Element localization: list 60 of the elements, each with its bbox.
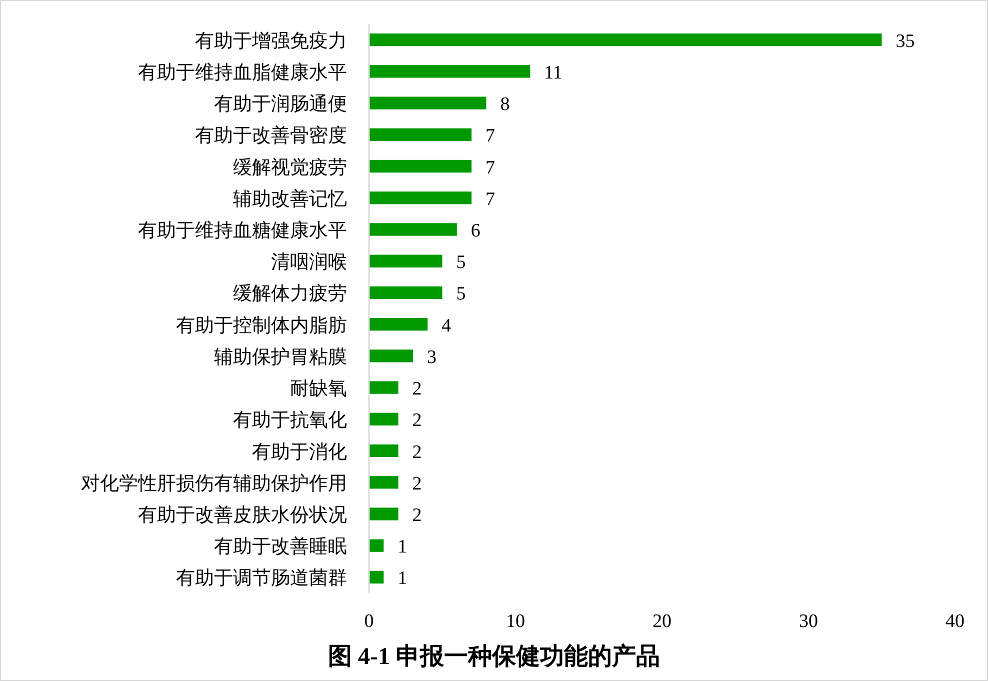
- y-tick-label: 有助于抗氧化: [233, 410, 347, 432]
- y-tick-label: 有助于改善皮肤水份状况: [138, 504, 347, 526]
- data-label: 11: [544, 62, 562, 84]
- bar: [369, 286, 442, 300]
- y-tick-label: 耐缺氧: [290, 378, 347, 400]
- bar: [369, 539, 384, 552]
- text: 图 4-1 申报一种保健功能的产品: [328, 643, 660, 670]
- data-label: 7: [486, 157, 496, 178]
- bar: [369, 128, 472, 141]
- data-label: 2: [412, 473, 422, 494]
- bar: [369, 33, 882, 46]
- data-label: 2: [412, 410, 422, 432]
- x-tick-label: 10: [506, 611, 525, 632]
- bar: [369, 192, 472, 204]
- data-label: 1: [398, 536, 408, 558]
- y-tick-label: 有助于消化: [252, 442, 347, 463]
- bar: [369, 318, 428, 331]
- data-label: 2: [412, 378, 422, 400]
- y-tick-label: 有助于维持血脂健康水平: [138, 61, 347, 84]
- y-tick-label: 有助于调节肠道菌群: [176, 568, 347, 590]
- bar: [369, 350, 413, 362]
- bar: [369, 65, 530, 78]
- x-tick-label: 20: [652, 611, 672, 632]
- data-label: 4: [442, 315, 452, 336]
- y-tick-label: 辅助保护胃粘膜: [214, 346, 347, 368]
- y-tick-label: 缓解视觉疲劳: [233, 157, 347, 178]
- data-label: 2: [412, 442, 422, 463]
- x-tick-label: 0: [364, 611, 374, 632]
- y-tick-label: 辅助改善记忆: [233, 188, 347, 210]
- data-label: 7: [486, 188, 496, 210]
- x-tick-label: 30: [799, 611, 818, 632]
- data-label: 3: [426, 346, 436, 368]
- bar: [369, 381, 398, 394]
- bar: [369, 96, 486, 110]
- data-label: 5: [456, 284, 466, 305]
- bar: [369, 254, 442, 268]
- bar: [369, 444, 398, 458]
- y-tick-label: 清咽润喉: [271, 251, 347, 274]
- data-label: 1: [398, 568, 408, 590]
- data-label: 2: [412, 504, 422, 526]
- y-tick-label: 有助于维持血糖健康水平: [138, 219, 347, 242]
- y-tick-label: 对化学性肝损伤有辅助保护作用: [81, 472, 347, 494]
- bar: [369, 508, 398, 520]
- data-label: 35: [896, 30, 915, 52]
- x-tick-label: 40: [946, 611, 964, 632]
- data-label: 5: [456, 252, 466, 274]
- data-label: 8: [500, 94, 510, 116]
- bar: [369, 160, 472, 173]
- bar: [369, 223, 457, 236]
- y-tick-label: 缓解体力疲劳: [233, 284, 347, 305]
- y-tick-label: 有助于润肠通便: [214, 93, 347, 116]
- bar: [369, 570, 384, 584]
- bar: [369, 412, 398, 426]
- data-label: 7: [486, 126, 496, 147]
- bar: [369, 476, 398, 489]
- y-tick-label: 有助于控制体内脂肪: [176, 315, 347, 336]
- y-tick-label: 有助于增强免疫力: [195, 30, 347, 52]
- y-tick-label: 有助于改善骨密度: [195, 124, 347, 147]
- data-label: 6: [470, 220, 480, 242]
- y-tick-label: 有助于改善睡眠: [214, 536, 347, 558]
